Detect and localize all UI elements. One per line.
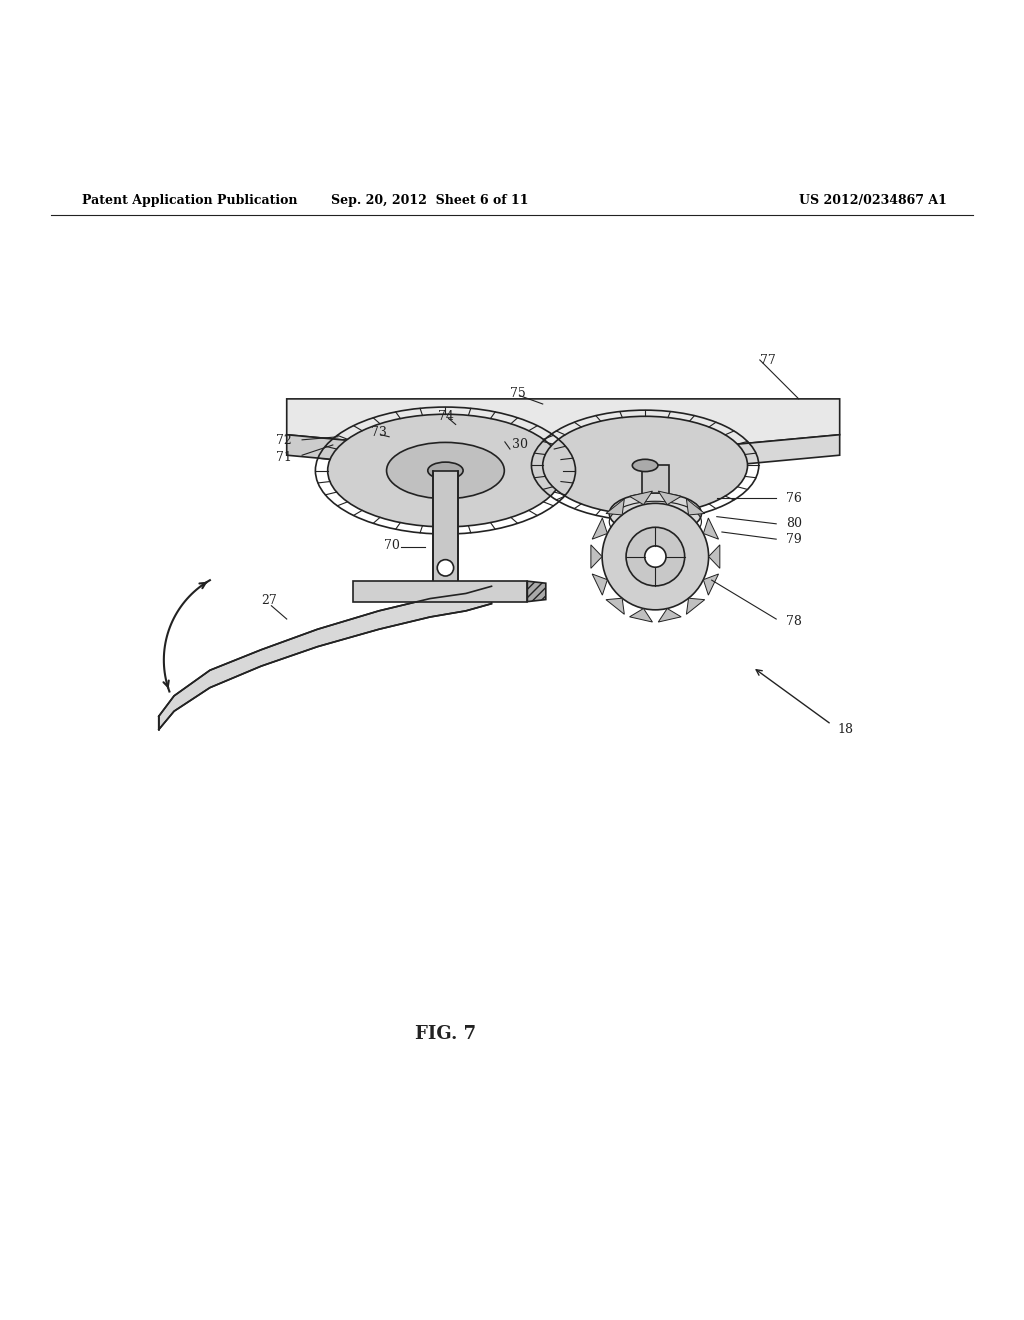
- Ellipse shape: [428, 462, 463, 479]
- Text: 18: 18: [838, 723, 854, 737]
- Text: 72: 72: [276, 434, 292, 447]
- Polygon shape: [686, 499, 705, 515]
- Text: 30: 30: [512, 438, 528, 451]
- Polygon shape: [433, 470, 458, 594]
- Polygon shape: [658, 609, 681, 622]
- Text: 70: 70: [384, 539, 400, 552]
- Polygon shape: [287, 399, 840, 461]
- Ellipse shape: [616, 519, 694, 553]
- Polygon shape: [592, 574, 607, 595]
- Ellipse shape: [633, 459, 657, 471]
- Polygon shape: [563, 434, 840, 480]
- Text: 73: 73: [371, 426, 387, 440]
- Polygon shape: [159, 586, 492, 730]
- Ellipse shape: [609, 494, 701, 535]
- Polygon shape: [703, 574, 719, 595]
- Text: 77: 77: [760, 355, 775, 367]
- Polygon shape: [287, 434, 563, 480]
- Text: FIG. 7: FIG. 7: [415, 1024, 476, 1043]
- Text: 78: 78: [786, 615, 803, 627]
- Ellipse shape: [386, 442, 504, 499]
- Polygon shape: [630, 609, 652, 622]
- Ellipse shape: [433, 587, 458, 599]
- Text: 80: 80: [786, 517, 803, 531]
- Polygon shape: [686, 598, 705, 614]
- Circle shape: [645, 546, 666, 568]
- Text: 74: 74: [438, 409, 455, 422]
- Text: 79: 79: [786, 533, 802, 545]
- Polygon shape: [527, 581, 546, 602]
- Polygon shape: [353, 581, 527, 602]
- Polygon shape: [592, 517, 607, 539]
- Polygon shape: [606, 598, 625, 614]
- Polygon shape: [642, 466, 669, 539]
- Circle shape: [602, 503, 709, 610]
- Polygon shape: [591, 545, 602, 569]
- Ellipse shape: [328, 414, 563, 527]
- Ellipse shape: [543, 416, 748, 515]
- Text: 27: 27: [261, 594, 276, 607]
- Text: Patent Application Publication: Patent Application Publication: [82, 194, 297, 207]
- Text: US 2012/0234867 A1: US 2012/0234867 A1: [799, 194, 946, 207]
- Text: 75: 75: [510, 387, 525, 400]
- Text: 76: 76: [786, 492, 803, 504]
- Circle shape: [626, 527, 685, 586]
- Text: Sep. 20, 2012  Sheet 6 of 11: Sep. 20, 2012 Sheet 6 of 11: [332, 194, 528, 207]
- Polygon shape: [606, 499, 625, 515]
- Polygon shape: [703, 517, 719, 539]
- Polygon shape: [658, 491, 681, 504]
- Text: 71: 71: [275, 450, 292, 463]
- Polygon shape: [630, 491, 652, 504]
- Polygon shape: [709, 545, 720, 569]
- Circle shape: [437, 560, 454, 576]
